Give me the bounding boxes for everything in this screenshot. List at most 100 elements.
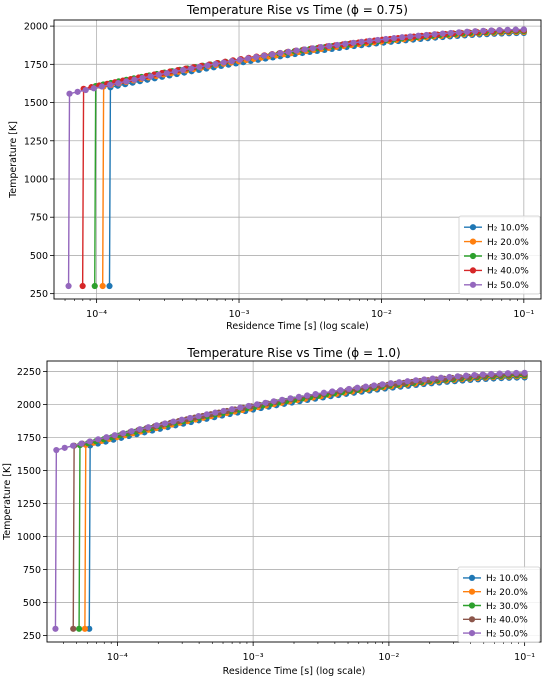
- data-point: [312, 391, 319, 398]
- legend-marker: [468, 602, 476, 609]
- data-point: [69, 442, 77, 449]
- data-point: [423, 31, 430, 39]
- y-tick-label: 2000: [24, 22, 48, 33]
- series-group: [52, 369, 528, 632]
- data-point: [128, 428, 135, 435]
- data-point: [123, 78, 130, 85]
- x-tick-label: 10⁻²: [378, 652, 399, 663]
- y-tick-label: 2250: [17, 367, 41, 378]
- series-50-percent: [65, 26, 527, 290]
- data-point: [75, 625, 83, 632]
- x-tick-label: 10⁻²: [371, 309, 392, 320]
- data-point: [220, 59, 227, 66]
- data-point: [463, 28, 471, 35]
- data-point: [86, 625, 93, 632]
- legend-item: H₂ 50.0%: [464, 281, 529, 291]
- x-tick-label: 10⁻³: [243, 652, 264, 663]
- legend-item: H₂ 30.0%: [463, 602, 528, 612]
- legend-label: H₂ 10.0%: [486, 574, 528, 584]
- data-point: [471, 371, 478, 379]
- data-point: [212, 60, 219, 68]
- y-tick-label: 1500: [24, 98, 48, 109]
- data-point: [454, 373, 461, 380]
- data-point: [103, 434, 110, 441]
- data-point: [285, 48, 292, 55]
- legend-label: H₂ 10.0%: [487, 224, 529, 234]
- data-point: [228, 58, 235, 65]
- legend-label: H₂ 30.0%: [487, 252, 529, 262]
- data-point: [354, 384, 361, 391]
- y-tick-label: 500: [30, 251, 48, 262]
- legend-label: H₂ 50.0%: [487, 281, 529, 291]
- data-point: [496, 370, 503, 377]
- data-point: [111, 432, 118, 439]
- x-tick-label: 10⁻³: [229, 309, 250, 320]
- series-line: [72, 373, 525, 629]
- data-point: [513, 369, 520, 377]
- legend-item: H₂ 40.0%: [463, 616, 528, 626]
- data-point: [455, 29, 463, 36]
- data-point: [429, 375, 436, 382]
- legend-item: H₂ 20.0%: [464, 238, 529, 248]
- data-point: [337, 387, 344, 394]
- data-point: [79, 282, 86, 290]
- legend-marker: [469, 238, 477, 245]
- gridlines: [54, 20, 541, 299]
- y-tick-label: 1000: [17, 532, 41, 543]
- data-point: [270, 398, 277, 405]
- data-point: [196, 63, 203, 71]
- data-point: [106, 282, 113, 290]
- plot-frame: [46, 360, 542, 643]
- data-point: [362, 383, 369, 390]
- data-point: [269, 51, 276, 58]
- data-point: [520, 26, 527, 33]
- data-point: [309, 45, 316, 52]
- data-point: [293, 47, 300, 54]
- y-axis-label: Temperature [K]: [2, 463, 13, 541]
- legend-box: [457, 566, 541, 643]
- y-tick-label: 750: [30, 213, 48, 224]
- data-point: [244, 55, 252, 62]
- y-tick-label: 1250: [17, 499, 41, 510]
- data-point: [155, 71, 162, 78]
- data-point: [204, 62, 211, 69]
- legend: H₂ 10.0% H₂ 20.0% H₂ 30.0% H₂ 40.0% H₂ 50.0%: [457, 566, 541, 643]
- series-line: [54, 372, 525, 629]
- data-point: [91, 282, 98, 290]
- chart-phi-0-75: Temperature Rise vs Time (ϕ = 0.75) 250 50…: [8, 3, 542, 332]
- data-point: [480, 27, 487, 34]
- data-point: [390, 35, 398, 42]
- data-point: [412, 377, 420, 384]
- data-point: [326, 42, 333, 50]
- legend-item: H₂ 10.0%: [464, 224, 529, 234]
- data-point: [170, 418, 177, 425]
- y-tick-label: 250: [23, 631, 41, 642]
- x-tick-label: 10⁻¹: [513, 309, 534, 320]
- data-point: [86, 438, 93, 445]
- x-axis-label: Residence Time [s] (log scale): [223, 666, 366, 677]
- series-50-percent: [52, 369, 528, 632]
- data-point: [317, 44, 325, 51]
- data-point: [379, 381, 386, 388]
- data-point: [463, 372, 470, 379]
- data-point: [99, 282, 106, 290]
- data-point: [521, 369, 528, 376]
- data-point: [212, 409, 219, 416]
- y-tick-label: 250: [30, 289, 48, 300]
- data-point: [342, 40, 349, 47]
- data-point: [139, 74, 146, 82]
- data-point: [52, 625, 59, 632]
- y-tick-label: 1500: [17, 466, 41, 477]
- data-point: [399, 34, 406, 41]
- legend: H₂ 10.0% H₂ 20.0% H₂ 30.0% H₂ 40.0% H₂ 50.0%: [458, 215, 541, 295]
- data-point: [145, 424, 152, 431]
- legend-item: H₂ 50.0%: [463, 629, 528, 639]
- data-point: [279, 396, 286, 403]
- data-point: [504, 26, 511, 33]
- y-tick-label: 1750: [17, 433, 41, 444]
- data-point: [446, 373, 453, 381]
- data-point: [153, 422, 160, 429]
- data-point: [66, 90, 73, 97]
- data-point: [61, 444, 68, 451]
- series-group: [65, 26, 527, 290]
